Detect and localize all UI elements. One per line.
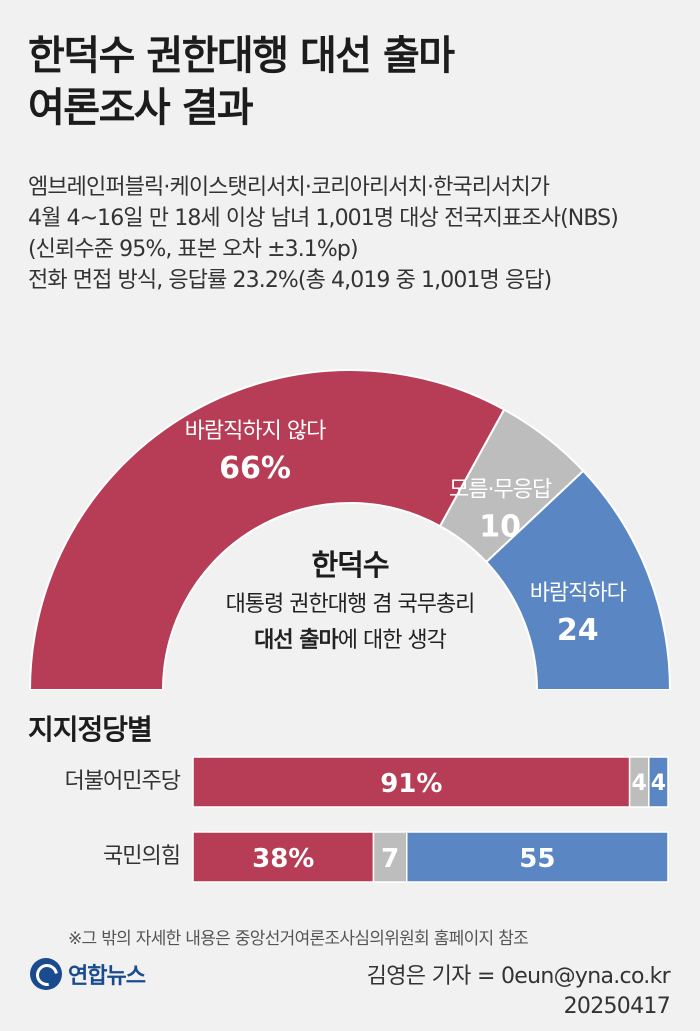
bar-value-1-2: 55 xyxy=(519,844,555,874)
bar-segment-1-2 xyxy=(406,831,669,883)
gauge-slice-0 xyxy=(28,369,506,690)
bar-value-0-2: 4 xyxy=(651,771,666,796)
bar-segment-1-0 xyxy=(192,831,375,883)
footnote: ※그 밖의 자세한 내용은 중앙선거여론조사심의위원회 홈페이지 참조 xyxy=(68,929,529,949)
center-caption-line3: 대선 출마에 대한 생각 xyxy=(254,628,447,653)
gauge-slices xyxy=(28,369,672,690)
description-line-1: 엠브레인퍼블릭·케이스탯리서치·코리아리서치·한국리서치가 xyxy=(28,175,550,200)
gauge-labels: 바람직하지 않다 66% 모름·무응답 10 바람직하다 24 xyxy=(185,419,628,648)
description-line-3: (신뢰수준 95%, 표본 오차 ±3.1%p) xyxy=(28,237,359,262)
category-label-ppp: 국민의힘 xyxy=(103,844,181,869)
bar-value-0-1: 4 xyxy=(632,771,647,796)
credit-reporter: 김영은 기자 = 0eun@yna.co.kr xyxy=(366,964,671,989)
yonhap-logo-text: 연합뉴스 xyxy=(68,964,146,989)
gauge-slice-value-2: 24 xyxy=(557,613,599,648)
bar-segment-0-2 xyxy=(648,756,669,808)
bar-value-0-0: 91% xyxy=(380,769,442,799)
gauge-slice-label-1: 모름·무응답 xyxy=(449,477,552,502)
center-caption-line2: 대통령 권한대행 겸 국무총리 xyxy=(226,592,475,617)
half-donut-chart: 바람직하지 않다 66% 모름·무응답 10 바람직하다 24 한덕수 대통령 권한대행 … xyxy=(28,369,672,690)
center-caption-bold: 대선 출마 xyxy=(254,628,339,653)
credit-date: 20250417 xyxy=(563,994,671,1019)
description-line-2: 4월 4~16일 만 18세 이상 남녀 1,001명 대상 전국지표조사(NB… xyxy=(28,206,619,231)
center-caption-name: 한덕수 xyxy=(311,548,388,582)
gauge-slice-label-2: 바람직하다 xyxy=(530,581,627,606)
gauge-slice-label-0: 바람직하지 않다 xyxy=(185,419,326,444)
category-label-democratic: 더불어민주당 xyxy=(64,769,181,794)
gauge-slice-value-1: 10 xyxy=(479,509,521,544)
center-caption-rest: 에 대한 생각 xyxy=(338,628,447,653)
party-breakdown-title: 지지정당별 xyxy=(28,713,153,746)
survey-description: 엠브레인퍼블릭·케이스탯리서치·코리아리서치·한국리서치가 4월 4~16일 만… xyxy=(28,172,678,296)
gauge-slice-2 xyxy=(484,469,672,690)
title-line-1: 한덕수 권한대행 대선 출마 xyxy=(28,33,455,79)
bar-segment-0-1 xyxy=(628,756,650,808)
bar-segment-0-0 xyxy=(192,756,631,808)
yonhap-logo: 연합뉴스 xyxy=(30,958,146,990)
bar-segment-1-1 xyxy=(372,831,408,883)
yonhap-logo-icon xyxy=(30,958,62,990)
credit: 김영은 기자 = 0eun@yna.co.kr 20250417 xyxy=(366,962,671,1022)
gauge-slice-value-0: 66% xyxy=(219,451,291,486)
bar-value-1-1: 7 xyxy=(381,844,399,874)
bar-value-1-0: 38% xyxy=(252,844,314,874)
description-line-4: 전화 면접 방식, 응답률 23.2%(총 4,019 중 1,001명 응답) xyxy=(28,268,552,293)
chart-title: 한덕수 권한대행 대선 출마 여론조사 결과 xyxy=(28,30,668,134)
title-line-2: 여론조사 결과 xyxy=(28,85,254,131)
